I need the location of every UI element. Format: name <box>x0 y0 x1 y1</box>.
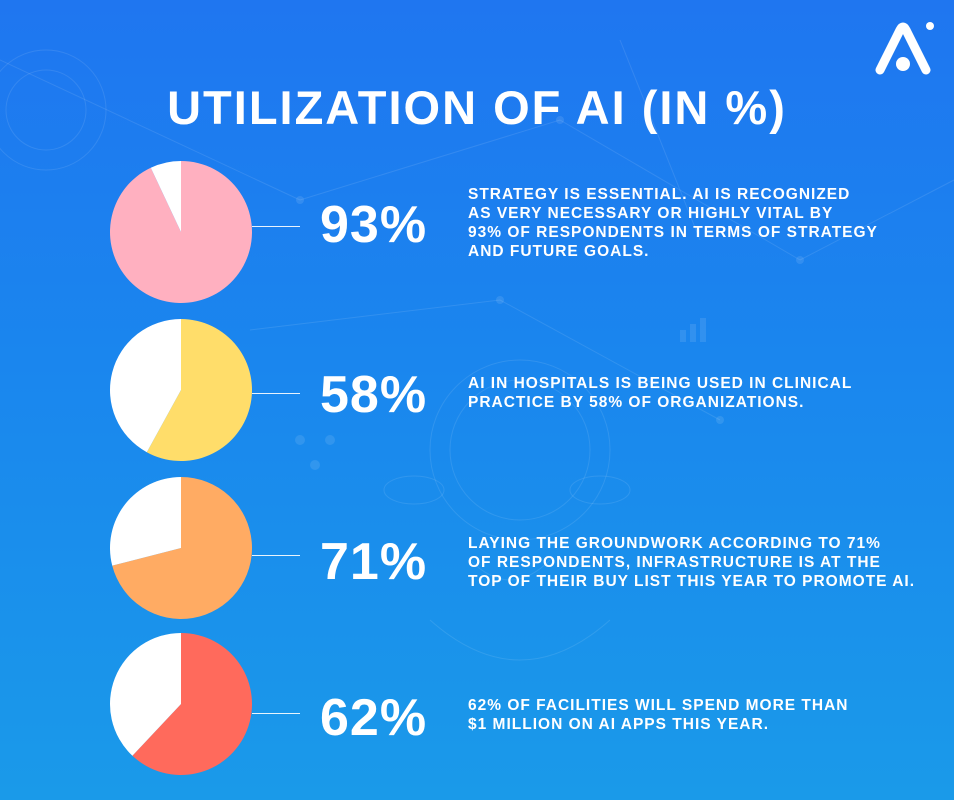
description-line: $1 MILLION ON AI APPS THIS YEAR. <box>468 716 769 733</box>
description-line: TOP OF THEIR BUY LIST THIS YEAR TO PROMO… <box>468 573 916 590</box>
connector-line <box>252 226 300 227</box>
pie-slice-value <box>112 477 253 619</box>
stat-row-strategy: 93% STRATEGY IS ESSENTIAL. AI IS RECOGNI… <box>0 155 954 315</box>
percent-label: 62% <box>320 689 428 747</box>
pie-chart-infrastructure <box>110 477 253 619</box>
stat-row-hospitals: 58% AI IN HOSPITALS IS BEING USED IN CLI… <box>0 315 954 475</box>
description-line: 62% OF FACILITIES WILL SPEND MORE THAN <box>468 697 849 714</box>
description-line: AND FUTURE GOALS. <box>468 243 650 260</box>
pie-slice-remainder <box>110 633 181 756</box>
stat-description: STRATEGY IS ESSENTIAL. AI IS RECOGNIZED … <box>468 185 928 261</box>
connector-line <box>252 393 300 394</box>
pie-slice-remainder <box>110 319 181 453</box>
description-line: AI IN HOSPITALS IS BEING USED IN CLINICA… <box>468 375 853 392</box>
stat-description: LAYING THE GROUNDWORK ACCORDING TO 71% O… <box>468 534 928 591</box>
stat-row-infrastructure: 71% LAYING THE GROUNDWORK ACCORDING TO 7… <box>0 472 954 632</box>
pie-slice-remainder <box>110 477 181 566</box>
pie-chart-hospitals <box>110 319 252 461</box>
percent-label: 93% <box>320 196 428 254</box>
connector-line <box>252 713 300 714</box>
brand-logo-icon <box>875 22 934 75</box>
pie-slice-value <box>132 633 252 775</box>
pie-slice-value <box>146 319 252 461</box>
pie-chart-facilities <box>110 633 252 775</box>
page-title: UTILIZATION OF AI (IN %) <box>167 81 787 134</box>
pie-slice-value <box>109 161 253 303</box>
stat-description: 62% OF FACILITIES WILL SPEND MORE THAN $… <box>468 696 928 734</box>
connector-line <box>252 555 300 556</box>
description-line: PRACTICE BY 58% OF ORGANIZATIONS. <box>468 394 805 411</box>
description-line: LAYING THE GROUNDWORK ACCORDING TO 71% <box>468 535 881 552</box>
description-line: OF RESPONDENTS, INFRASTRUCTURE IS AT THE <box>468 554 881 571</box>
percent-label: 71% <box>320 533 428 591</box>
pie-slice-remainder <box>150 161 181 232</box>
description-line: AS VERY NECESSARY OR HIGHLY VITAL BY <box>468 205 834 222</box>
percent-label: 58% <box>320 366 428 424</box>
stat-row-facilities: 62% 62% OF FACILITIES WILL SPEND MORE TH… <box>0 630 954 790</box>
description-line: 93% OF RESPONDENTS IN TERMS OF STRATEGY <box>468 224 878 241</box>
description-line: STRATEGY IS ESSENTIAL. AI IS RECOGNIZED <box>468 186 851 203</box>
stat-description: AI IN HOSPITALS IS BEING USED IN CLINICA… <box>468 374 928 412</box>
pie-chart-strategy <box>109 161 253 303</box>
